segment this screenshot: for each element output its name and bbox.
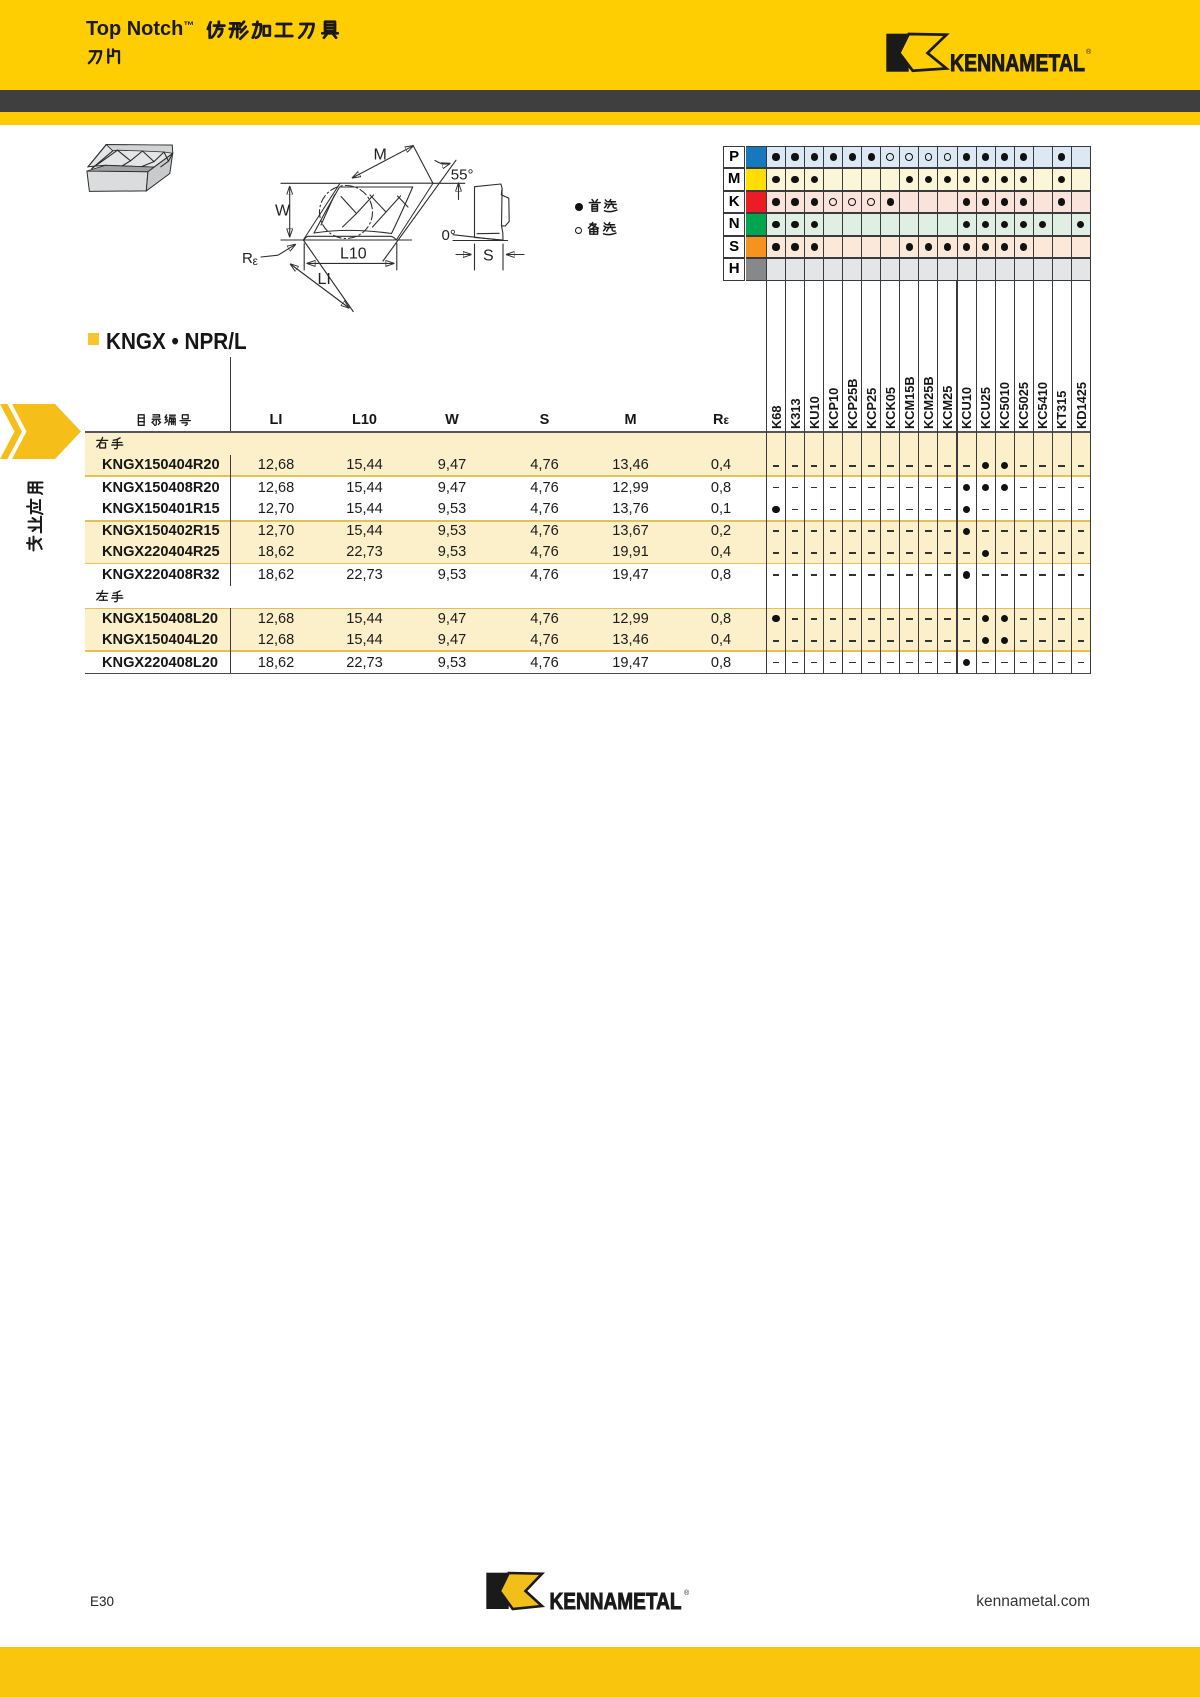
- svg-text:M: M: [374, 147, 387, 164]
- svg-text:W: W: [275, 203, 291, 220]
- svg-text:L10: L10: [340, 246, 367, 263]
- svg-text:®: ®: [684, 1589, 690, 1597]
- svg-text:55°: 55°: [451, 167, 474, 184]
- svg-text:S: S: [483, 248, 494, 265]
- svg-text:0°: 0°: [442, 227, 456, 244]
- svg-text:ε: ε: [253, 254, 259, 268]
- svg-text:KENNAMETAL: KENNAMETAL: [550, 1588, 682, 1612]
- svg-text:®: ®: [1086, 48, 1092, 56]
- svg-text:LI: LI: [318, 271, 331, 288]
- svg-text:R: R: [242, 250, 253, 267]
- svg-text:KENNAMETAL: KENNAMETAL: [950, 50, 1085, 77]
